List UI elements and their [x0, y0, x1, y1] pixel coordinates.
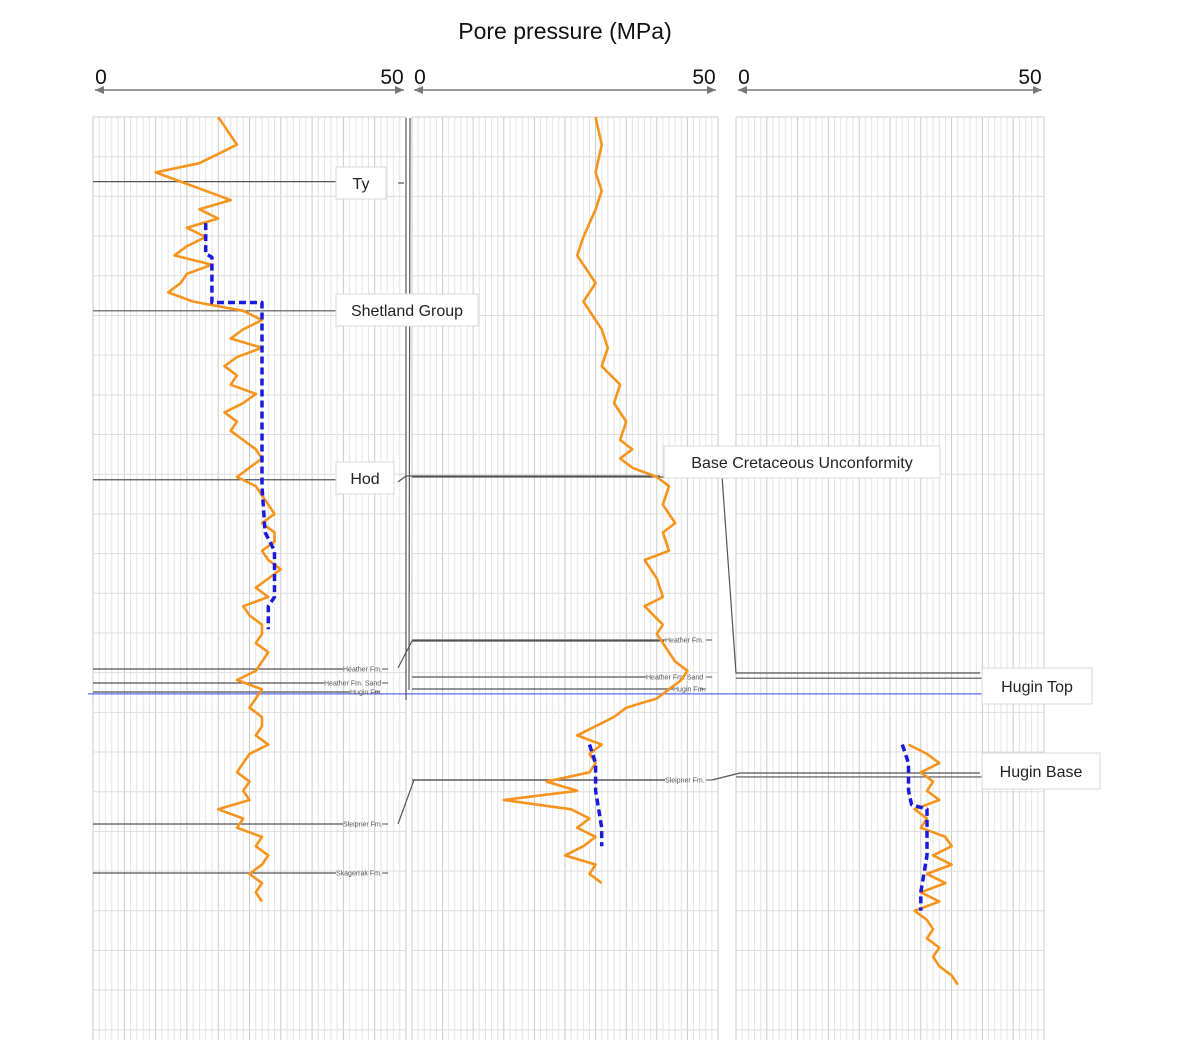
x-tick-label: 0	[738, 66, 750, 89]
formation-label-small: Sleipner Fm.	[665, 778, 705, 785]
markers-panel-2: Base Cretaceous Unconformity Heather Fm. H…	[412, 445, 941, 785]
trend-line-dashed	[900, 744, 929, 911]
trend-line-dashed	[587, 744, 604, 847]
formation-connector	[397, 640, 664, 669]
pore-pressure-curve	[502, 116, 689, 885]
x-axis-arrow-left	[414, 86, 423, 94]
formation-label-box	[981, 752, 1101, 790]
panel-2: 0 50	[411, 66, 719, 1040]
formation-label-box	[663, 445, 941, 479]
formation-label: Hugin Base	[1000, 764, 1083, 781]
x-tick-label: 50	[1018, 66, 1041, 89]
formation-connector	[408, 117, 411, 691]
pore-pressure-curve	[154, 116, 283, 903]
formation-label-small: Heather Fm. Sand	[646, 675, 703, 682]
panel-1: 0 50	[92, 66, 407, 1040]
x-axis-arrow-right	[1033, 86, 1042, 94]
x-axis-3: 0 50	[738, 66, 1042, 94]
formation-label-small: Heather Fm.	[343, 667, 382, 674]
x-axis-1: 0 50	[95, 66, 404, 94]
formation-label-small: Skagerrak Fm.	[336, 871, 382, 878]
formation-label-box	[335, 293, 479, 327]
x-tick-label: 0	[95, 66, 107, 89]
markers-panel-3: Hugin Top Hugin Base	[736, 667, 1101, 790]
formation-connector	[397, 779, 664, 825]
formation-label-box	[335, 461, 395, 495]
formation-label-small: Heather Fm.	[665, 638, 704, 645]
x-tick-label: 50	[380, 66, 403, 89]
formation-label: Base Cretaceous Unconformity	[691, 455, 912, 472]
pore-pressure-curve	[907, 743, 959, 986]
markers-panel-1: Ty Shetland Group Hod Heather Fm. Heather Fm…	[93, 166, 479, 878]
series-panel-1	[154, 116, 283, 903]
formation-label: Ty	[353, 176, 370, 193]
x-tick-label: 0	[414, 66, 426, 89]
formation-label-small: Hugin Fm.	[673, 687, 705, 694]
formation-label: Shetland Group	[351, 303, 463, 320]
x-tick-label: 50	[692, 66, 715, 89]
chart-title: Pore pressure (MPa)	[458, 18, 672, 44]
x-axis-arrow-left	[738, 86, 747, 94]
formation-label-small: Heather Fm. Sand	[324, 681, 381, 688]
formation-label-small: Hugin Fm.	[350, 690, 382, 697]
formation-connector	[397, 475, 660, 483]
formation-connector	[720, 475, 980, 674]
x-axis-arrow-left	[95, 86, 104, 94]
formation-label-box	[335, 166, 387, 200]
formation-label: Hod	[350, 471, 379, 488]
formation-label: Hugin Top	[1001, 679, 1073, 696]
x-axis-2: 0 50	[414, 66, 716, 94]
series-panel-3	[900, 743, 959, 986]
formation-connector	[711, 772, 980, 781]
x-axis-arrow-right	[395, 86, 404, 94]
formation-label-box	[981, 667, 1093, 705]
trend-line-dashed	[203, 223, 277, 630]
series-panel-2	[502, 116, 689, 885]
panel-3: 0 50	[735, 66, 1045, 1040]
x-axis-arrow-right	[707, 86, 716, 94]
formation-label-small: Sleipner Fm.	[343, 822, 383, 829]
